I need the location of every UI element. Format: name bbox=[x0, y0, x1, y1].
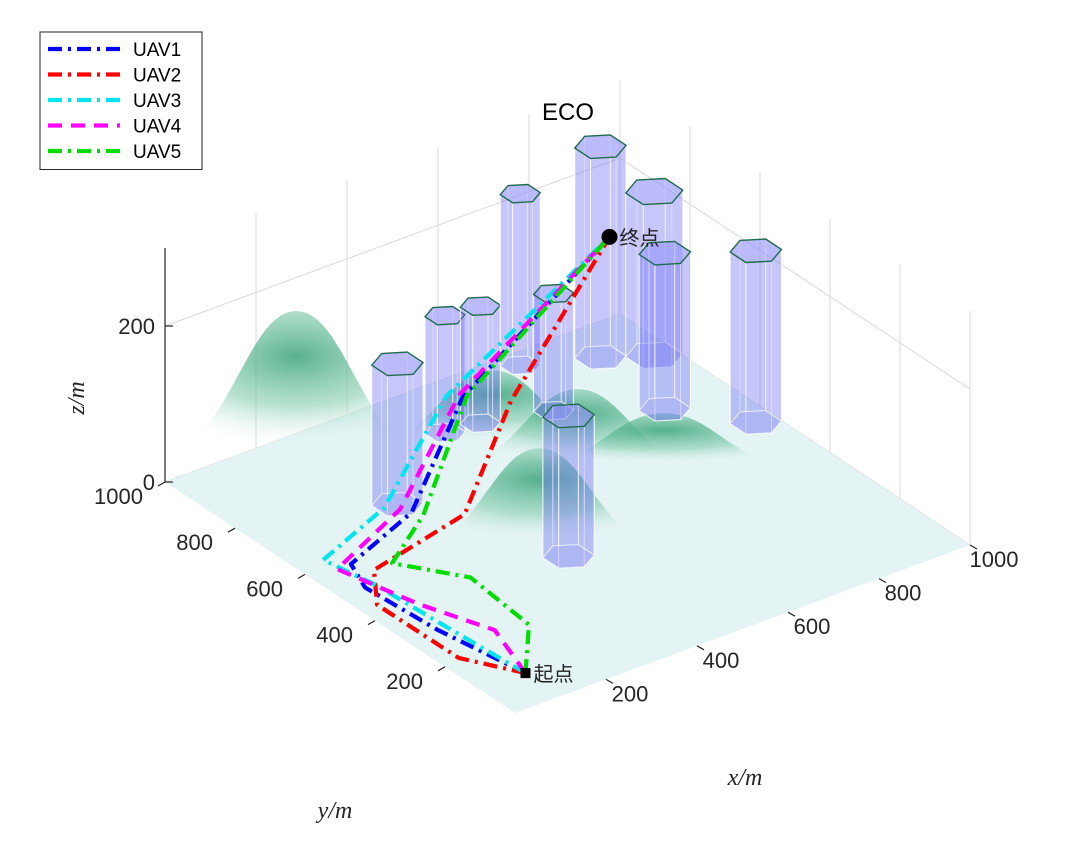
legend-label-uav5: UAV5 bbox=[133, 142, 181, 163]
y-tick-label: 1000 bbox=[94, 484, 143, 509]
x-tick-mark bbox=[605, 678, 614, 684]
y-tick-label: 400 bbox=[316, 623, 353, 648]
uav-paths bbox=[321, 235, 612, 676]
z-tick-label: 200 bbox=[118, 314, 155, 339]
terrain-hill bbox=[513, 413, 814, 470]
y-tick-mark bbox=[297, 573, 306, 579]
x-tick-mark bbox=[696, 645, 705, 651]
y-axis-label: y/m bbox=[316, 798, 353, 824]
z-tick-label: 0 bbox=[143, 470, 155, 495]
y-tick-label: 600 bbox=[246, 576, 283, 601]
obstacle-prism bbox=[459, 296, 502, 434]
uav-path-uav5 bbox=[390, 235, 612, 674]
x-tick-label: 600 bbox=[794, 614, 831, 639]
start-label: 起点 bbox=[534, 662, 574, 686]
terrain-hill bbox=[402, 448, 677, 552]
obstacle-prism bbox=[573, 133, 628, 370]
x-tick-mark bbox=[878, 578, 887, 584]
obstacle-prism bbox=[729, 238, 783, 436]
end-marker bbox=[601, 228, 618, 245]
y-tick-label: 200 bbox=[386, 669, 423, 694]
legend-label-uav3: UAV3 bbox=[133, 91, 181, 112]
start-marker bbox=[520, 668, 531, 679]
chart-title: ECO bbox=[542, 99, 594, 126]
x-axis-label: x/m bbox=[727, 765, 763, 791]
obstacle-prism bbox=[370, 351, 425, 517]
legend-label-uav2: UAV2 bbox=[133, 66, 181, 87]
x-tick-label: 800 bbox=[885, 581, 922, 606]
terrain-hill bbox=[146, 311, 447, 462]
x-tick-label: 400 bbox=[703, 648, 740, 673]
uav-path-uav1 bbox=[348, 235, 612, 675]
x-tick-mark bbox=[969, 544, 978, 550]
y-tick-mark bbox=[157, 481, 166, 487]
legend-box bbox=[39, 31, 203, 170]
y-tick-label: 800 bbox=[176, 530, 213, 555]
x-tick-mark bbox=[787, 611, 796, 617]
x-tick-label: 200 bbox=[612, 681, 649, 706]
z-axis-label: z/m bbox=[64, 381, 90, 415]
legend-label-uav1: UAV1 bbox=[133, 40, 181, 61]
uav-path-uav4 bbox=[335, 235, 612, 675]
y-tick-mark bbox=[367, 620, 376, 626]
uav-path-uav2 bbox=[371, 235, 612, 676]
obstacle-prism bbox=[638, 240, 692, 422]
legend-label-uav4: UAV4 bbox=[133, 117, 182, 138]
legend: UAV1 UAV2 UAV3 UAV4 UAV5 bbox=[39, 31, 203, 170]
y-tick-mark bbox=[227, 527, 236, 533]
end-label: 终点 bbox=[620, 226, 660, 250]
y-tick-mark bbox=[437, 666, 446, 672]
grid-line bbox=[164, 157, 971, 390]
x-tick-label: 1000 bbox=[970, 547, 1019, 572]
obstacle-prism bbox=[541, 403, 596, 570]
route-markers: 起点 终点 bbox=[520, 226, 660, 686]
uav-path-uav3 bbox=[321, 235, 611, 675]
